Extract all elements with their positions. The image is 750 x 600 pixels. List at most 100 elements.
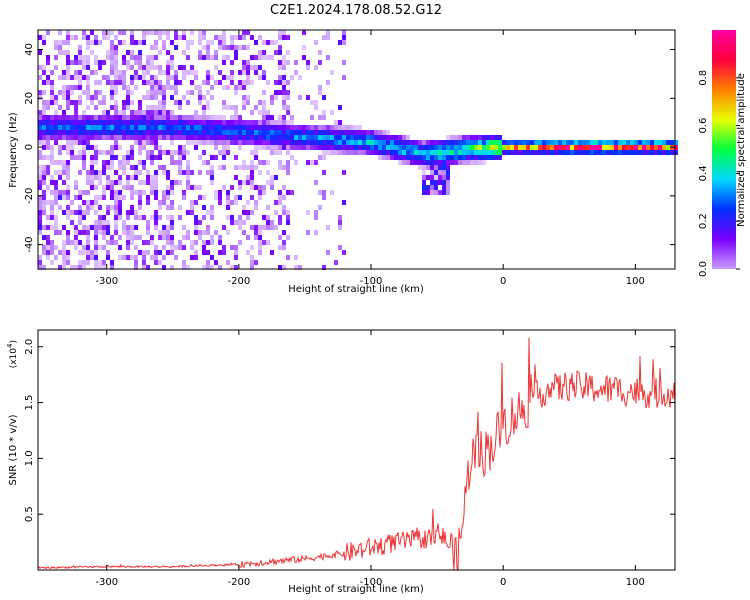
spectrogram-cell-995	[178, 170, 182, 175]
spectrogram-cell-851	[158, 50, 162, 55]
spectrogram-cell-1431	[258, 190, 262, 195]
spectrogram-cell-1614	[298, 95, 302, 100]
spectrogram-cell-425	[94, 260, 98, 265]
spectrogram-cell-1381	[250, 160, 254, 165]
spectrogram-cell-1153	[206, 230, 210, 235]
spectrogram-cell-13	[38, 150, 42, 155]
spectrogram-cell-710	[138, 100, 142, 105]
spectrogram-cell-430	[98, 80, 102, 85]
spectrogram-cell-1792	[378, 140, 382, 145]
spectrogram-cell-1720	[338, 105, 342, 110]
spectrogram-cell-903	[166, 30, 170, 35]
spectrogram-cell-816	[154, 40, 158, 45]
spectrogram-cell-1641	[310, 115, 314, 120]
spectrogram-cell-931	[170, 40, 174, 45]
spectrogram-cell-1691	[326, 35, 330, 40]
spectrogram-cell-417	[94, 220, 98, 225]
spectrogram-cell-590	[118, 210, 122, 215]
spectrogram-cell-499	[106, 225, 110, 230]
spectrogram-cell-1849	[418, 155, 422, 160]
spectrogram-cell-359	[86, 205, 90, 210]
spectrogram-cell-148	[58, 115, 62, 120]
spectrogram-cell-2131	[674, 145, 678, 150]
spectrogram-cell-2080	[606, 145, 610, 150]
spectrogram-cell-476	[102, 260, 106, 265]
spectrogram-cell-445	[98, 220, 102, 225]
spectrogram-cell-1511	[274, 200, 278, 205]
spectrogram-cell-302	[78, 240, 82, 245]
spectrogram-cell-1818	[398, 135, 402, 140]
spectrogram-cell-1329	[242, 65, 246, 70]
spectrogram-cell-1541	[282, 30, 286, 35]
spectrogram-cell-722	[138, 170, 142, 175]
spectrogram-cell-1843	[414, 150, 418, 155]
spectrogram-cell-1607	[294, 135, 298, 140]
spectrogram-cell-709	[138, 75, 142, 80]
spectrogram-cell-556	[114, 145, 118, 150]
spectrogram-cell-447	[98, 230, 102, 235]
spectrogram-cell-1125	[202, 195, 206, 200]
spectrogram-cell-2	[38, 65, 42, 70]
spectrogram-cell-1946	[462, 140, 466, 145]
snr-y-multiplier: (x104)	[6, 340, 19, 368]
spectrogram-cell-559	[114, 180, 118, 185]
spectrogram-cell-1284	[234, 55, 238, 60]
spectrogram-cell-1613	[298, 75, 302, 80]
spectrogram-cell-301	[78, 230, 82, 235]
spectrogram-cell-919	[166, 170, 170, 175]
spectrogram-cell-2032	[542, 145, 546, 150]
spectrogram-cell-2126	[666, 150, 670, 155]
spectrogram-cell-345	[86, 95, 90, 100]
spectrogram-cell-1529	[278, 145, 282, 150]
spectrogram-cell-2037	[550, 140, 554, 145]
spectrogram-cell-521	[110, 135, 114, 140]
spectrogram-cell-896	[162, 200, 166, 205]
spectrogram-cell-318	[82, 135, 86, 140]
spectrogram-cell-1974	[478, 160, 482, 165]
spectrogram-cell-1980	[482, 160, 486, 165]
spectrogram-cell-1106	[198, 220, 202, 225]
spectrogram-cell-629	[126, 115, 130, 120]
spectrogram-cell-1107	[198, 230, 202, 235]
spectrogram-cell-1444	[262, 90, 266, 95]
spectrogram-cell-1066	[190, 255, 194, 260]
spectrogram-cell-37	[42, 100, 46, 105]
spectrogram-cell-1519	[278, 65, 282, 70]
spectrogram-cell-1911	[442, 175, 446, 180]
spectrogram-cell-822	[154, 85, 158, 90]
spectrogram-cell-311	[82, 75, 86, 80]
spectrogram-cell-1083	[194, 230, 198, 235]
spectrogram-cell-1928	[450, 140, 454, 145]
spectrogram-cell-558	[114, 170, 118, 175]
spectrogram-cell-207	[66, 120, 70, 125]
spectrogram-cell-380	[90, 145, 94, 150]
spectrogram-cell-1298	[234, 195, 238, 200]
spectrogram-cell-486	[106, 120, 110, 125]
spectrogram-cell-1361	[246, 140, 250, 145]
spectrogram-cell-473	[102, 230, 106, 235]
spectrogram-cell-1293	[234, 135, 238, 140]
spectrogram-cell-95	[50, 120, 54, 125]
spectrogram-cell-1711	[334, 120, 338, 125]
spectrogram-cell-1257	[226, 205, 230, 210]
spectrogram-cell-1295	[234, 155, 238, 160]
spectrogram-cell-850	[158, 35, 162, 40]
spectrogram-cell-1626	[302, 135, 306, 140]
spectrogram-cell-790	[150, 65, 154, 70]
spectrogram-cell-434	[98, 120, 102, 125]
spectrogram-cell-586	[118, 190, 122, 195]
spectrogram-cell-1972	[478, 150, 482, 155]
spectrogram-cell-110	[50, 225, 54, 230]
spectrogram-cell-580	[118, 135, 122, 140]
spectrogram-cell-1434	[258, 230, 262, 235]
spectrogram-cell-1134	[206, 45, 210, 50]
spectrogram-cell-759	[146, 60, 150, 65]
spectrogram-cell-2109	[646, 140, 650, 145]
spectrogram-cell-250	[74, 35, 78, 40]
spectrogram-cell-739	[142, 110, 146, 115]
spectrogram-cell-1903	[438, 190, 442, 195]
spectrogram-cell-1189	[214, 130, 218, 135]
spectrogram-cell-719	[138, 145, 142, 150]
spectrogram-cell-1573	[286, 90, 290, 95]
spectrogram-cell-191	[62, 265, 66, 270]
